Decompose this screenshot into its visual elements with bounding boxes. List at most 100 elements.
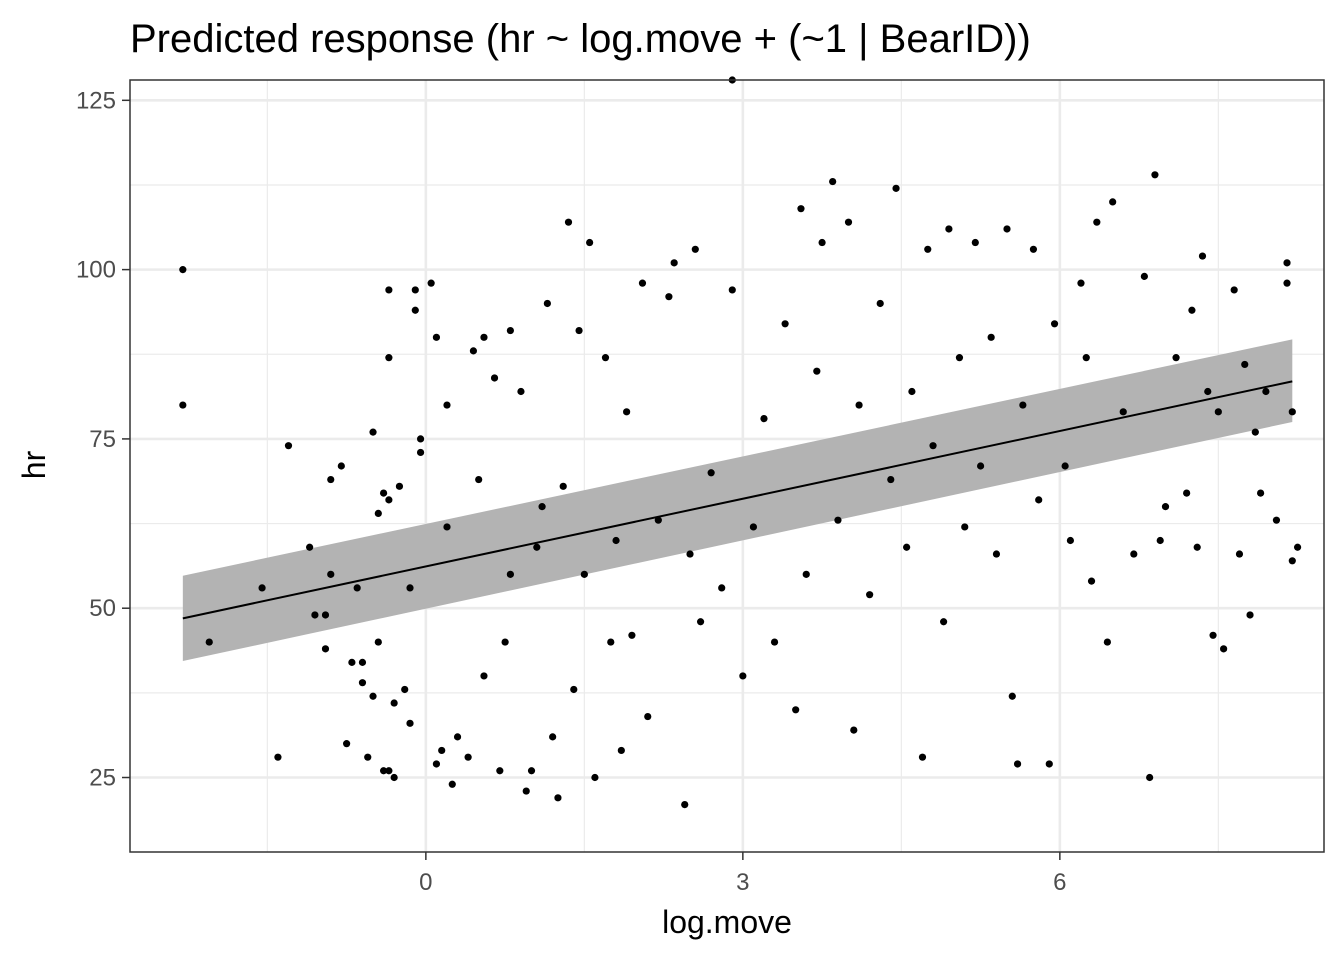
data-point: [284, 442, 293, 450]
data-point: [797, 205, 805, 213]
data-point: [343, 740, 351, 748]
data-point: [464, 753, 472, 761]
data-point: [358, 679, 367, 687]
data-point: [1204, 387, 1212, 396]
data-point: [432, 760, 441, 768]
data-point: [401, 685, 409, 694]
data-point: [306, 543, 314, 551]
y-axis-title: hr: [16, 450, 52, 479]
y-tick-label: 100: [76, 257, 116, 284]
data-point: [1082, 354, 1090, 362]
data-point: [929, 442, 937, 450]
data-point: [1146, 773, 1154, 782]
data-point: [390, 699, 398, 707]
x-axis: 0 3 6: [419, 852, 1067, 896]
data-point: [718, 584, 726, 592]
data-point: [1061, 462, 1069, 470]
data-point: [1008, 692, 1016, 700]
data-point: [506, 326, 514, 335]
y-tick-label: 75: [89, 426, 116, 453]
data-point: [802, 570, 810, 578]
data-point: [1283, 259, 1291, 267]
y-tick-label: 25: [89, 765, 116, 792]
data-point: [179, 401, 187, 409]
data-point: [1013, 760, 1022, 768]
data-point: [427, 279, 435, 287]
data-point: [517, 387, 525, 396]
data-point: [327, 475, 335, 484]
data-point: [564, 218, 573, 226]
data-point: [443, 401, 451, 409]
data-point: [469, 347, 478, 355]
data-point: [1257, 489, 1265, 497]
data-point: [834, 516, 842, 524]
data-point: [607, 638, 615, 646]
data-point: [670, 259, 678, 267]
data-point: [480, 333, 488, 341]
data-point: [575, 326, 583, 335]
data-point: [887, 475, 895, 484]
data-point: [818, 238, 826, 247]
data-point: [644, 712, 652, 721]
data-point: [406, 584, 414, 592]
data-point: [443, 523, 451, 531]
data-point: [707, 469, 715, 477]
data-point: [1003, 225, 1011, 233]
data-point: [432, 333, 441, 341]
data-point: [538, 503, 546, 511]
data-point: [681, 800, 689, 809]
data-point: [448, 780, 456, 788]
fit-line: [182, 380, 1293, 620]
data-point: [638, 279, 647, 287]
data-point: [390, 773, 398, 782]
data-point: [844, 218, 853, 226]
data-point: [628, 631, 636, 639]
data-point: [855, 401, 863, 409]
data-point: [1130, 550, 1138, 558]
data-point: [385, 767, 393, 775]
data-point: [369, 692, 377, 700]
data-point: [749, 523, 758, 531]
data-point: [1035, 496, 1043, 504]
data-point: [760, 414, 768, 423]
data-point: [987, 333, 995, 341]
data-point: [411, 306, 419, 314]
data-point: [850, 726, 858, 734]
data-point: [813, 367, 821, 375]
data-point: [1183, 489, 1191, 497]
data-point: [728, 286, 736, 294]
data-point: [665, 293, 673, 301]
data-point: [866, 591, 874, 599]
data-point: [617, 746, 625, 755]
data-point: [1161, 503, 1170, 511]
data-point: [327, 570, 335, 578]
y-tick-label: 125: [76, 87, 116, 114]
data-point: [961, 523, 969, 531]
data-point: [358, 658, 367, 666]
data-point: [385, 354, 393, 362]
data-point: [580, 570, 588, 578]
data-point: [570, 685, 578, 694]
data-point: [416, 448, 425, 457]
data-point: [1029, 245, 1038, 253]
data-point: [1050, 320, 1059, 328]
data-point: [205, 638, 213, 646]
data-point: [1288, 408, 1296, 416]
data-point: [416, 435, 425, 443]
data-point: [395, 482, 404, 490]
data-point: [992, 550, 1001, 558]
data-point: [1066, 536, 1075, 545]
data-point: [829, 177, 837, 186]
data-point: [1119, 408, 1127, 416]
data-point: [1077, 279, 1085, 287]
data-point: [379, 767, 388, 775]
data-point: [506, 570, 514, 578]
data-point: [1288, 557, 1296, 565]
data-point: [533, 543, 541, 551]
data-point: [527, 767, 536, 775]
data-point: [480, 672, 488, 680]
data-point: [1246, 611, 1254, 619]
data-point: [739, 672, 747, 680]
data-point: [1235, 550, 1244, 558]
x-tick-label: 0: [419, 869, 432, 896]
